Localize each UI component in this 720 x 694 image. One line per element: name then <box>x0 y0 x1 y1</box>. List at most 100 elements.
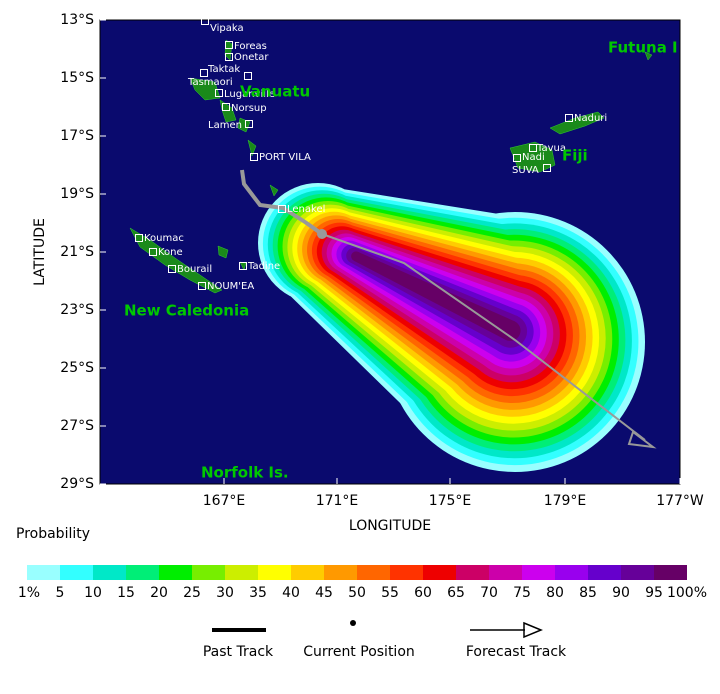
place-marker <box>149 248 157 256</box>
region-label: Vanuatu <box>240 83 310 101</box>
place-label: Kone <box>158 247 183 258</box>
legend-swatch <box>456 565 489 580</box>
place-marker <box>215 89 223 97</box>
place-label: Foreas <box>234 41 267 52</box>
x-tick-label: 171°E <box>316 493 359 509</box>
legend-swatch <box>357 565 390 580</box>
place-marker <box>225 53 233 61</box>
place-marker <box>200 69 208 77</box>
legend-title: Probability <box>16 526 90 542</box>
legend-label: 15 <box>117 585 135 601</box>
place-marker <box>225 41 233 49</box>
place-marker <box>239 262 247 270</box>
level-part <box>353 251 515 340</box>
y-tick-label: 23°S <box>60 302 94 318</box>
legend-label: 85 <box>579 585 597 601</box>
current-position <box>317 229 327 239</box>
place-label: Naduri <box>574 113 607 124</box>
key-label: Forecast Track <box>466 644 567 660</box>
legend-label: 100% <box>667 585 707 601</box>
place-label: Norsup <box>231 103 267 114</box>
legend-label: 10 <box>84 585 102 601</box>
legend-label: 55 <box>381 585 399 601</box>
y-tick-label: 19°S <box>60 186 94 202</box>
place-marker <box>222 103 230 111</box>
region-label: Fiji <box>562 147 588 165</box>
place-marker <box>565 114 573 122</box>
y-tick-label: 25°S <box>60 360 94 376</box>
legend-swatch <box>324 565 357 580</box>
legend-swatch <box>588 565 621 580</box>
x-tick-label: 177°W <box>656 493 704 509</box>
y-axis-label: LATITUDE <box>32 218 48 286</box>
place-label: Tavua <box>536 143 566 154</box>
legend-label: 35 <box>249 585 267 601</box>
legend-swatch <box>654 565 687 580</box>
legend-label: 30 <box>216 585 234 601</box>
place-marker <box>278 205 286 213</box>
legend-swatch <box>522 565 555 580</box>
place-label: PORT VILA <box>259 152 311 163</box>
current-position-key <box>350 620 356 626</box>
place-label: NOUM'EA <box>207 281 254 292</box>
legend-swatch <box>390 565 423 580</box>
place-marker <box>543 164 551 172</box>
legend-label: 65 <box>447 585 465 601</box>
legend-label: 45 <box>315 585 333 601</box>
forecast-arrow-key <box>523 621 543 639</box>
legend-label: 80 <box>546 585 564 601</box>
place-label: Taktak <box>207 64 240 75</box>
x-tick-label: 175°E <box>429 493 472 509</box>
place-label: Vipaka <box>210 23 244 34</box>
legend-label: 75 <box>513 585 531 601</box>
x-tick-label: 179°E <box>544 493 587 509</box>
place-marker <box>135 234 143 242</box>
legend-swatch <box>225 565 258 580</box>
legend-swatch <box>60 565 93 580</box>
place-label: Koumac <box>144 233 184 244</box>
place-marker <box>513 154 521 162</box>
y-tick-label: 29°S <box>60 476 94 492</box>
place-marker <box>250 153 258 161</box>
legend-label: 95 <box>645 585 663 601</box>
region-label: New Caledonia <box>124 302 249 320</box>
forecast-track <box>321 233 646 441</box>
place-marker <box>245 120 253 128</box>
legend-label: 25 <box>183 585 201 601</box>
legend-swatch <box>621 565 654 580</box>
key-label: Past Track <box>203 644 274 660</box>
place-marker <box>244 72 252 80</box>
forecast-arrow <box>627 430 657 449</box>
place-label: Tadine <box>247 261 280 272</box>
region-label: Norfolk Is. <box>201 464 289 482</box>
legend-swatch <box>258 565 291 580</box>
legend-swatch <box>126 565 159 580</box>
y-tick-label: 17°S <box>60 128 94 144</box>
legend-label: 70 <box>480 585 498 601</box>
x-axis-label: LONGITUDE <box>349 518 431 534</box>
y-tick-label: 15°S <box>60 70 94 86</box>
y-tick-label: 13°S <box>60 12 94 28</box>
place-label: Luganville <box>224 89 275 100</box>
place-label: Bourail <box>177 264 212 275</box>
y-tick-label: 21°S <box>60 244 94 260</box>
legend-label: 40 <box>282 585 300 601</box>
legend-label: 1% <box>18 585 40 601</box>
past-track <box>240 169 324 236</box>
key-label: Current Position <box>303 644 415 660</box>
legend-swatch <box>555 565 588 580</box>
region-label: Futuna I <box>608 39 678 57</box>
y-tick-label: 27°S <box>60 418 94 434</box>
legend-label: 5 <box>56 585 65 601</box>
place-label: Lenakel <box>287 204 325 215</box>
place-label: Nadi <box>522 152 545 163</box>
legend-swatch <box>192 565 225 580</box>
place-marker <box>198 282 206 290</box>
place-marker <box>201 17 209 25</box>
legend-label: 20 <box>150 585 168 601</box>
place-label: Tasmaori <box>187 77 233 88</box>
place-label: Lamen <box>208 120 242 131</box>
legend-label: 90 <box>612 585 630 601</box>
